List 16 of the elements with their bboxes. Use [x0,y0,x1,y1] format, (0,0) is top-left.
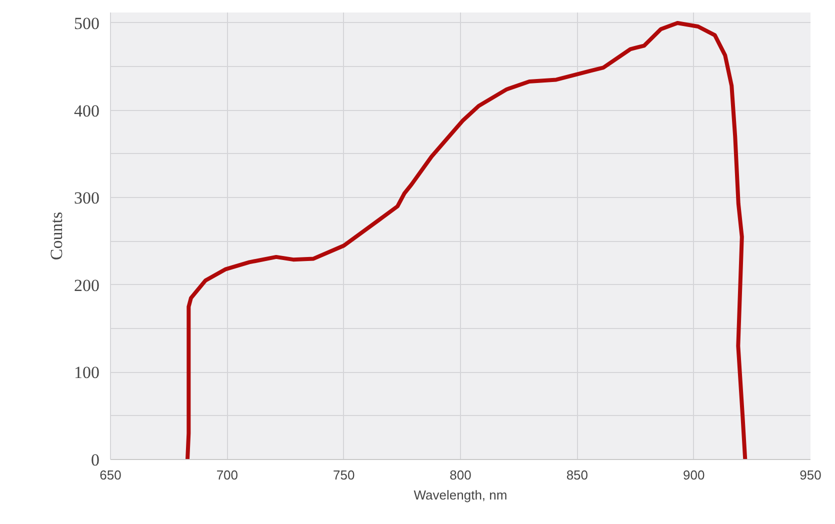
x-tick-label: 850 [566,468,588,482]
y-tick-label: 400 [74,101,100,120]
x-axis-title: Wavelength, nm [414,488,508,502]
y-axis-title: Counts [47,212,66,260]
x-tick-label: 950 [800,468,822,482]
y-tick-label: 500 [74,14,100,33]
y-tick-label: 300 [74,188,100,208]
line-series [186,20,748,460]
x-tick-label: 700 [216,468,238,482]
y-tick-label: 200 [74,276,100,295]
x-tick-label: 750 [332,468,355,482]
y-tick-label: 100 [74,363,100,382]
x-tick-label: 800 [450,468,472,482]
x-tick-label: 650 [100,468,122,482]
x-tick-label: 900 [682,468,705,482]
y-tick-label: 0 [91,450,100,470]
